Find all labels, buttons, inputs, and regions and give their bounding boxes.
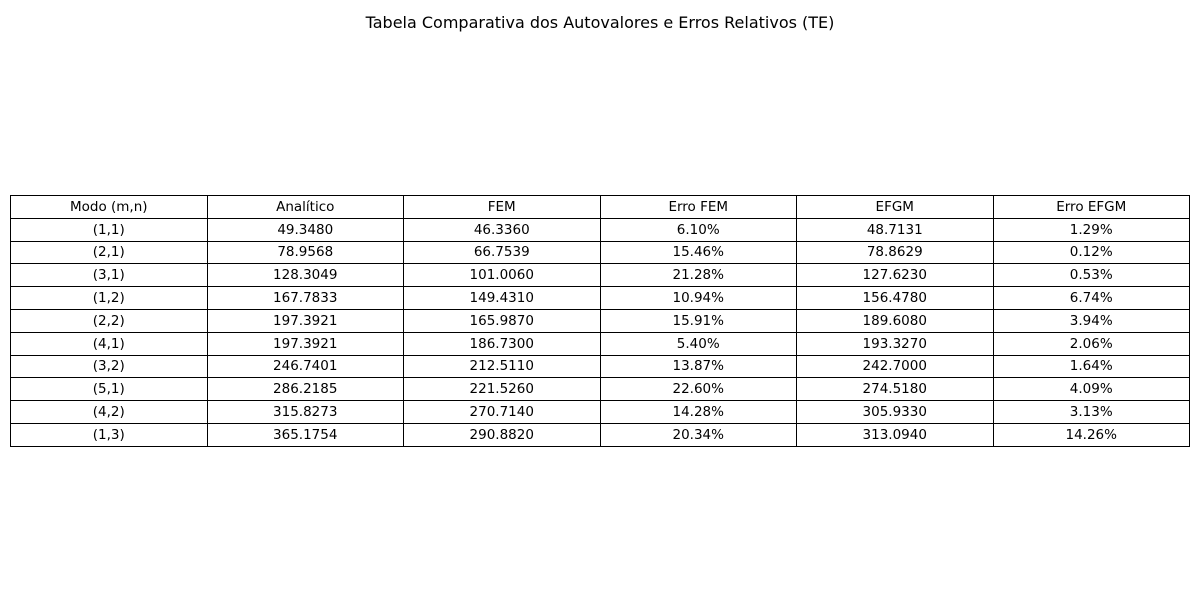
table-header-row: Modo (m,n) Analítico FEM Erro FEM EFGM E…: [10, 195, 1190, 219]
table-cell: 13.87%: [599, 354, 797, 379]
table-cell: 10.94%: [599, 286, 797, 310]
table-cell: 22.60%: [599, 377, 797, 402]
table-row: (1,1) 49.3480 46.3360 6.10% 48.7131 1.29%: [10, 217, 1190, 242]
table-cell: 246.7401: [206, 354, 404, 379]
table-cell: 78.8629: [796, 240, 994, 265]
table-cell: (1,1): [10, 217, 208, 242]
table-cell: 14.28%: [599, 400, 797, 424]
table-row: (4,1) 197.3921 186.7300 5.40% 193.3270 2.06%: [10, 331, 1190, 356]
table-cell: (1,3): [10, 422, 208, 447]
column-header: Analítico: [206, 195, 404, 219]
column-header: Erro FEM: [599, 195, 797, 219]
table-cell: 4.09%: [992, 377, 1190, 402]
table-cell: 48.7131: [796, 217, 994, 242]
table-cell: 189.6080: [796, 308, 994, 333]
table-cell: 156.4780: [796, 286, 994, 310]
table-cell: (3,2): [10, 354, 208, 379]
table-cell: 128.3049: [206, 263, 404, 288]
column-header: FEM: [403, 195, 601, 219]
comparison-table: Modo (m,n) Analítico FEM Erro FEM EFGM E…: [10, 195, 1190, 447]
table-cell: 149.4310: [403, 286, 601, 310]
table-cell: 78.9568: [206, 240, 404, 265]
table-cell: 3.13%: [992, 400, 1190, 424]
table-cell: 197.3921: [206, 331, 404, 356]
table-cell: 46.3360: [403, 217, 601, 242]
table-cell: 167.7833: [206, 286, 404, 310]
table-cell: 305.9330: [796, 400, 994, 424]
table-row: (4,2) 315.8273 270.7140 14.28% 305.9330 3.13%: [10, 400, 1190, 424]
table-cell: 274.5180: [796, 377, 994, 402]
column-header: EFGM: [796, 195, 994, 219]
table-cell: 197.3921: [206, 308, 404, 333]
table-cell: 0.53%: [992, 263, 1190, 288]
table-row: (2,2) 197.3921 165.9870 15.91% 189.6080 3.94%: [10, 308, 1190, 333]
table-cell: 315.8273: [206, 400, 404, 424]
table-row: (3,2) 246.7401 212.5110 13.87% 242.7000 1.64%: [10, 354, 1190, 379]
table-cell: 1.29%: [992, 217, 1190, 242]
table-cell: 186.7300: [403, 331, 601, 356]
table-cell: 2.06%: [992, 331, 1190, 356]
column-header: Erro EFGM: [992, 195, 1190, 219]
table-cell: 15.46%: [599, 240, 797, 265]
table-cell: 270.7140: [403, 400, 601, 424]
table-cell: 20.34%: [599, 422, 797, 447]
table-cell: 290.8820: [403, 422, 601, 447]
table-cell: 193.3270: [796, 331, 994, 356]
table-cell: 221.5260: [403, 377, 601, 402]
table-row: (1,3) 365.1754 290.8820 20.34% 313.0940 14.26…: [10, 422, 1190, 447]
table-cell: 6.74%: [992, 286, 1190, 310]
table-cell: (1,2): [10, 286, 208, 310]
table-cell: (2,2): [10, 308, 208, 333]
table-cell: 0.12%: [992, 240, 1190, 265]
table-body: (1,1) 49.3480 46.3360 6.10% 48.7131 1.29% (2,1…: [10, 217, 1190, 447]
table-cell: 101.0060: [403, 263, 601, 288]
table-row: (2,1) 78.9568 66.7539 15.46% 78.8629 0.12%: [10, 240, 1190, 265]
table-row: (1,2) 167.7833 149.4310 10.94% 156.4780 6.74%: [10, 286, 1190, 310]
column-header: Modo (m,n): [10, 195, 208, 219]
table-cell: (2,1): [10, 240, 208, 265]
table-row: (5,1) 286.2185 221.5260 22.60% 274.5180 4.09%: [10, 377, 1190, 402]
table-cell: 242.7000: [796, 354, 994, 379]
table-cell: 49.3480: [206, 217, 404, 242]
table-cell: 165.9870: [403, 308, 601, 333]
table-cell: (5,1): [10, 377, 208, 402]
table-cell: 127.6230: [796, 263, 994, 288]
chart-title: Tabela Comparativa dos Autovalores e Err…: [365, 13, 835, 32]
table-cell: (3,1): [10, 263, 208, 288]
table-cell: 365.1754: [206, 422, 404, 447]
table-cell: 21.28%: [599, 263, 797, 288]
table-cell: 3.94%: [992, 308, 1190, 333]
table-row: (3,1) 128.3049 101.0060 21.28% 127.6230 0.53%: [10, 263, 1190, 288]
table-cell: 313.0940: [796, 422, 994, 447]
table-cell: 286.2185: [206, 377, 404, 402]
table-cell: 1.64%: [992, 354, 1190, 379]
table-cell: 66.7539: [403, 240, 601, 265]
table-cell: 5.40%: [599, 331, 797, 356]
table-cell: (4,2): [10, 400, 208, 424]
table-cell: (4,1): [10, 331, 208, 356]
table-cell: 6.10%: [599, 217, 797, 242]
table-cell: 14.26%: [992, 422, 1190, 447]
table-cell: 212.5110: [403, 354, 601, 379]
table-cell: 15.91%: [599, 308, 797, 333]
